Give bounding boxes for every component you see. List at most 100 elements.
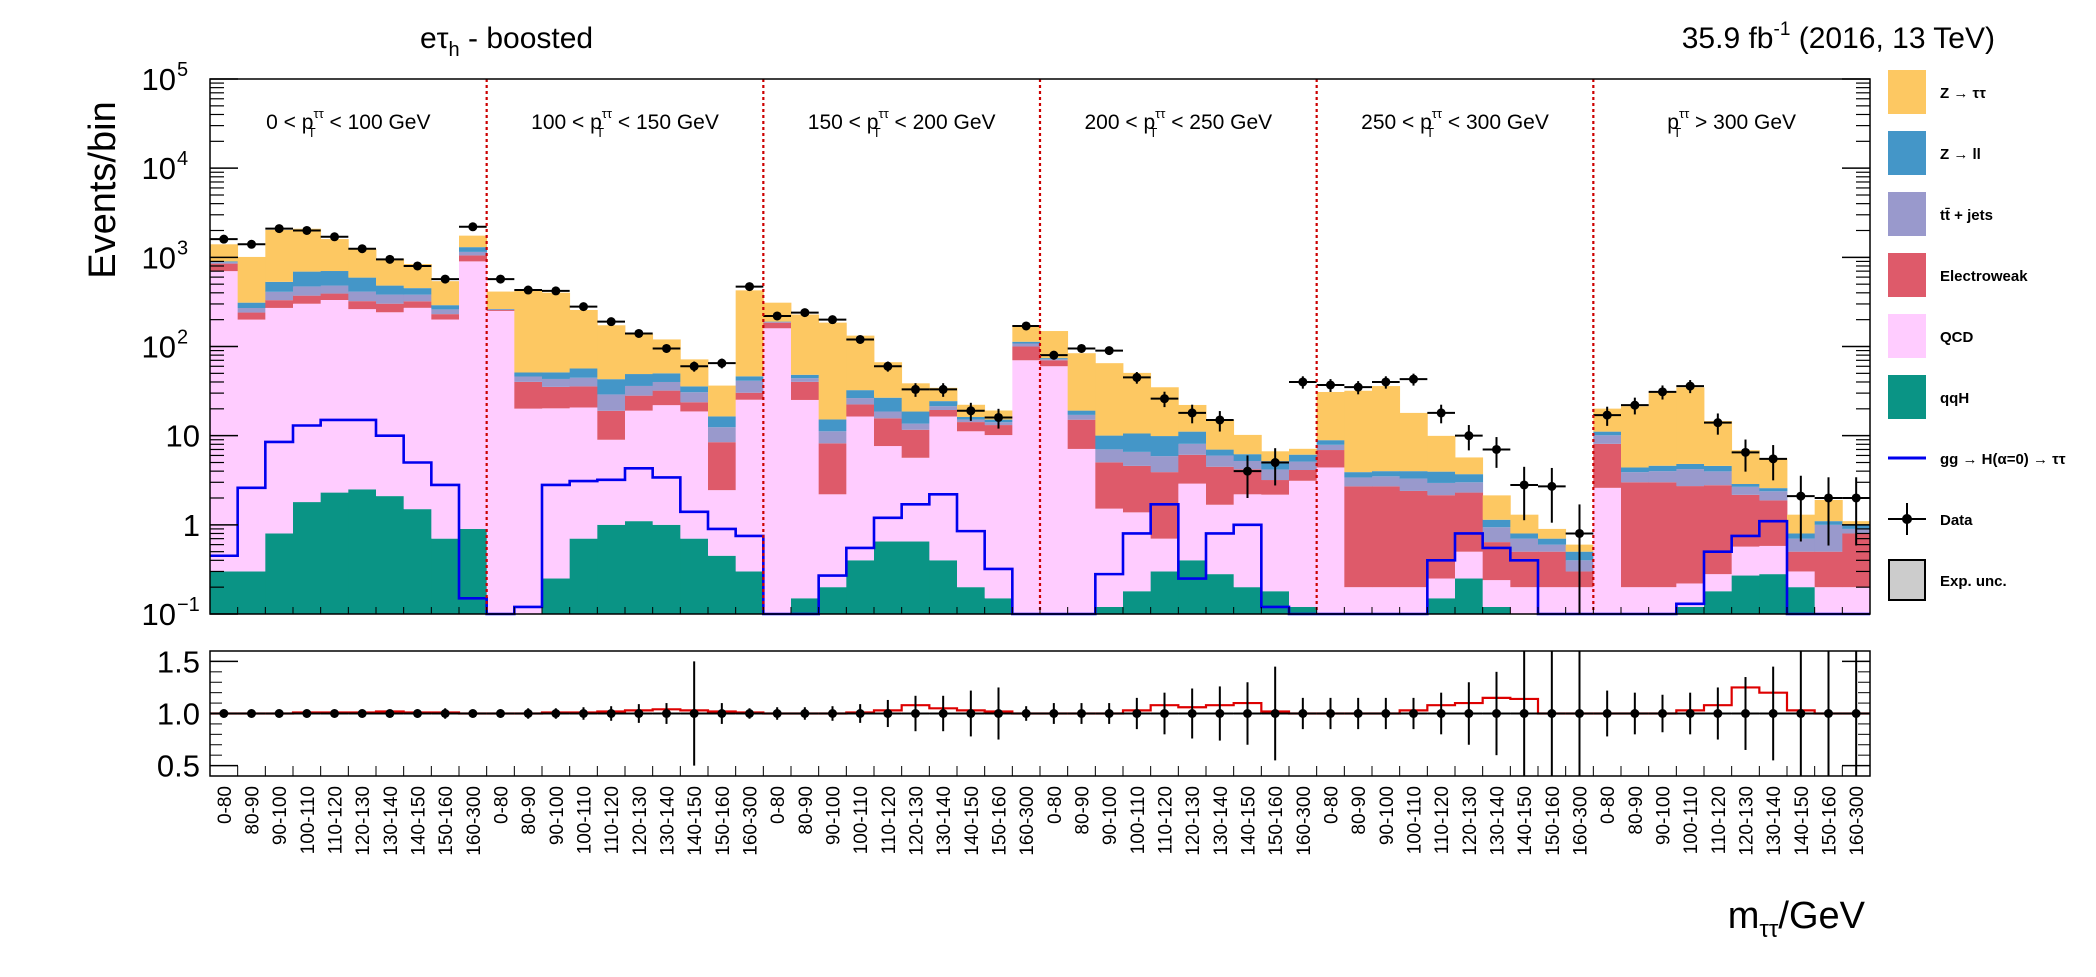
ytick-label-base: 10	[142, 62, 176, 97]
stack-bar-qqh-3	[293, 502, 321, 614]
stack-bar-qcd-46	[1483, 580, 1511, 607]
ratio-point-10	[496, 709, 505, 718]
ytick-label-1: 1	[183, 508, 200, 543]
stack-bar-z-ll-47	[1510, 533, 1538, 538]
data-point-27	[966, 406, 975, 415]
stack-bar-tt-jets-18	[708, 427, 736, 442]
stack-bar-qcd-28	[985, 435, 1013, 598]
svg-text:eτh - boosted: eτh - boosted	[420, 22, 593, 61]
x-tick-label-44: 110-120	[1432, 786, 1453, 854]
stack-bar-z--53	[1676, 387, 1704, 464]
data-point-35	[1188, 408, 1197, 417]
ratio-point-55	[1741, 709, 1750, 718]
stack-bar-z--46	[1483, 495, 1511, 519]
stack-bar-tt-jets-5	[348, 292, 376, 302]
stack-bar-electroweak-25	[902, 430, 930, 458]
data-point-32	[1105, 346, 1114, 355]
stack-bar-tt-jets-23	[846, 398, 874, 404]
stack-bar-z--11	[514, 290, 542, 373]
x-tick-label-29: 160-300	[1017, 786, 1038, 856]
stack-bar-electroweak-21	[791, 382, 819, 400]
x-tick-label-42: 90-100	[1377, 786, 1398, 845]
x-tick-label-14: 110-120	[602, 786, 623, 854]
data-point-28	[994, 413, 1003, 422]
data-point-7	[413, 261, 422, 270]
data-point-10	[496, 275, 505, 284]
stack-bar-z-ll-34	[1151, 436, 1179, 456]
x-tick-label-37: 140-150	[1239, 786, 1260, 856]
ratio-point-17	[690, 709, 699, 718]
data-point-50	[1603, 411, 1612, 420]
stack-bar-z-ll-14	[597, 379, 625, 394]
x-tick-label-27: 140-150	[962, 786, 983, 856]
stack-bar-qcd-26	[929, 417, 957, 561]
stack-bar-electroweak-57	[1787, 552, 1815, 572]
stack-bar-electroweak-31	[1068, 420, 1096, 449]
luminosity-conditions: (2016, 13 TeV)	[1790, 22, 1995, 55]
x-tick-label-8: 150-160	[436, 786, 457, 856]
ratio-point-4	[330, 709, 339, 718]
stack-bar-z-ll-43	[1400, 471, 1428, 478]
stack-bar-electroweak-18	[708, 442, 736, 490]
stack-bar-z-ll-26	[929, 401, 957, 406]
data-point-37	[1243, 467, 1252, 476]
data-point-42	[1381, 377, 1390, 386]
stack-bar-electroweak-20	[763, 323, 791, 329]
data-point-30	[1049, 351, 1058, 360]
legend-item-2: tt̄ + jets	[1888, 192, 1993, 236]
legend-marker-dot	[1902, 514, 1912, 524]
ytick-label-base: 10	[142, 240, 176, 275]
stack-bar-tt-jets-0	[210, 262, 238, 263]
ratio-point-42	[1381, 709, 1390, 718]
stack-bar-electroweak-5	[348, 301, 376, 309]
stack-bar-qqh-4	[321, 493, 349, 614]
stack-bar-tt-jets-43	[1400, 479, 1428, 491]
stack-bar-qcd-14	[597, 440, 625, 525]
stack-bar-electroweak-58	[1815, 552, 1843, 587]
data-point-11	[524, 286, 533, 295]
stack-bar-tt-jets-6	[376, 295, 404, 304]
stack-bar-tt-jets-9	[459, 252, 487, 256]
x-tick-label-25: 120-130	[907, 786, 928, 856]
ytick-label-base: 10	[142, 330, 176, 365]
stack-bar-z--8	[431, 281, 459, 305]
stack-bar-qcd-7	[404, 308, 432, 509]
ratio-point-19	[745, 709, 754, 718]
stack-bar-qcd-30	[1040, 366, 1068, 614]
stack-bar-z--19	[736, 290, 764, 376]
data-point-55	[1741, 448, 1750, 457]
legend-box-swatch	[1889, 560, 1925, 600]
stack-bar-tt-jets-13	[570, 378, 598, 387]
stack-bar-tt-jets-12	[542, 379, 570, 387]
data-point-26	[939, 385, 948, 394]
stack-bar-tt-jets-3	[293, 286, 321, 295]
stack-bar-qqh-56	[1759, 574, 1787, 614]
ratio-point-52	[1658, 709, 1667, 718]
data-point-38	[1271, 458, 1280, 467]
stack-bar-z--48	[1538, 529, 1566, 539]
stack-bar-tt-jets-26	[929, 406, 957, 410]
stack-bar-z-ll-11	[514, 372, 542, 376]
channel-title-subscript: h	[449, 39, 460, 61]
x-tick-label-48: 150-160	[1543, 786, 1564, 856]
stack-bar-tt-jets-41	[1344, 477, 1372, 486]
x-tick-label-33: 100-110	[1128, 786, 1149, 854]
ratio-point-12	[551, 709, 560, 718]
stack-bar-z-ll-48	[1538, 539, 1566, 545]
ratio-point-56	[1769, 709, 1778, 718]
ratio-point-58	[1824, 709, 1833, 718]
stack-bar-tt-jets-47	[1510, 539, 1538, 552]
stack-bar-tt-jets-16	[653, 382, 681, 391]
stack-bar-electroweak-2	[265, 300, 293, 308]
ratio-point-6	[385, 709, 394, 718]
legend-item-4: QCD	[1888, 314, 1974, 358]
legend-swatch	[1888, 131, 1926, 175]
x-tick-label-23: 100-110	[851, 786, 872, 854]
stack-bar-qcd-34	[1151, 539, 1179, 572]
ytick-label-6: 10	[142, 62, 176, 97]
